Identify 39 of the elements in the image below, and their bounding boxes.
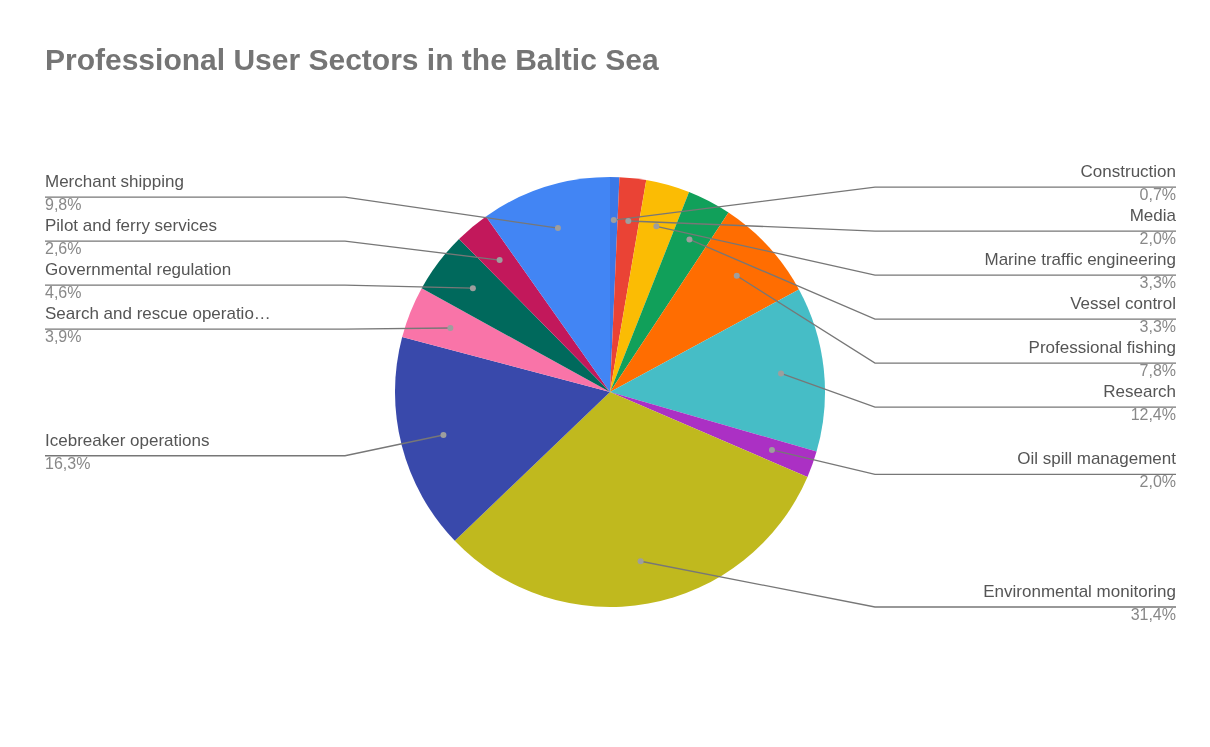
slice-label: Oil spill management — [1017, 449, 1177, 469]
pie-slice — [610, 392, 817, 477]
slice-label: Research — [1103, 382, 1176, 402]
data-label: 3,9% — [45, 328, 82, 346]
slice-label: Pilot and ferry services — [45, 216, 217, 236]
pie-slice — [610, 192, 729, 392]
slice-label: Search and rescue operatio… — [45, 304, 271, 324]
slice-label: Governmental regulation — [45, 260, 232, 280]
pie-slice — [610, 289, 825, 452]
data-label: 3,3% — [1139, 318, 1176, 336]
slice-label: Construction — [1080, 162, 1176, 182]
data-label: 9,8% — [45, 196, 82, 214]
data-label: 0,7% — [1139, 186, 1176, 204]
slice-label: Vessel control — [1070, 294, 1176, 314]
data-label: 2,0% — [1139, 230, 1176, 248]
slice-label: Icebreaker operations — [45, 430, 210, 450]
data-label: 7,8% — [1139, 362, 1176, 380]
data-label: 31,4% — [1130, 606, 1176, 623]
data-label: 4,6% — [45, 284, 82, 302]
data-label: 2,6% — [45, 240, 82, 258]
slice-label: Environmental monitoring — [983, 582, 1176, 601]
data-label: 3,3% — [1139, 274, 1176, 292]
slice-label: Media — [1129, 206, 1177, 226]
slice-label: Professional fishing — [1028, 338, 1176, 358]
pie-slice — [485, 177, 610, 392]
data-label: 12,4% — [1130, 406, 1176, 424]
pie-slice — [610, 180, 690, 392]
data-label: 16,3% — [45, 454, 91, 472]
pie-slice — [402, 288, 610, 392]
chart-title: Professional User Sectors in the Baltic Sea — [45, 43, 659, 76]
pie-slice — [395, 336, 610, 541]
pie-slice — [610, 177, 647, 392]
pie-slice — [459, 216, 610, 392]
pie-slice — [454, 392, 808, 607]
pie-slice — [421, 238, 610, 392]
slice-label: Marine traffic engineering — [984, 250, 1176, 270]
pie-slice — [610, 212, 799, 392]
data-label: 2,0% — [1139, 473, 1176, 491]
slice-label: Merchant shipping — [45, 172, 184, 192]
